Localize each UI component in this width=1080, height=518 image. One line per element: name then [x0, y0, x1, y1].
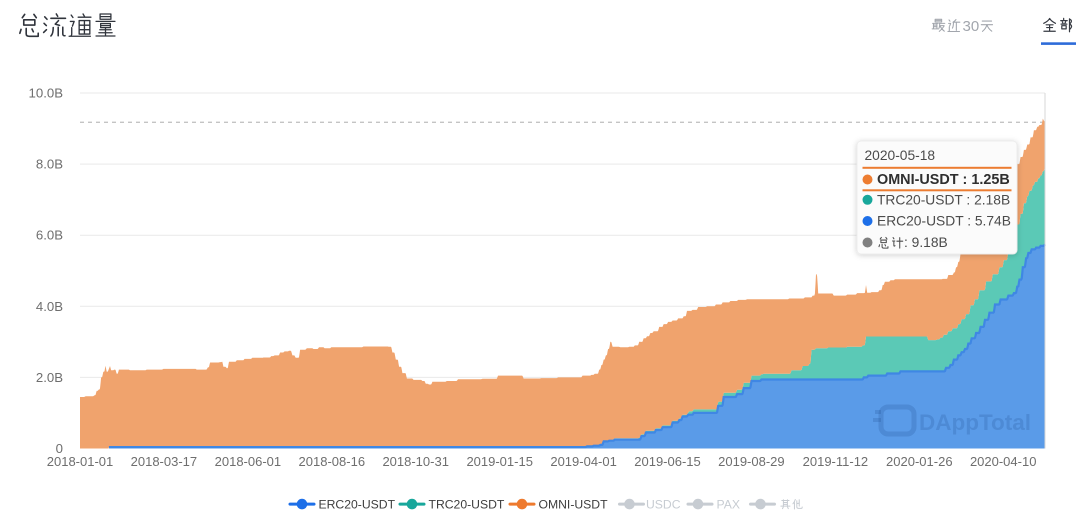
svg-text:2018-06-01: 2018-06-01 — [215, 454, 282, 469]
svg-text:2018-01-01: 2018-01-01 — [47, 454, 114, 469]
svg-text:ERC20-USDT : 5.74B: ERC20-USDT : 5.74B — [877, 214, 1011, 229]
svg-text:2018-08-16: 2018-08-16 — [299, 454, 366, 469]
svg-text:: 9.18B: : 9.18B — [904, 235, 948, 250]
svg-text:OMNI-USDT: OMNI-USDT — [539, 498, 609, 512]
svg-text:4.0B: 4.0B — [36, 299, 63, 314]
svg-text:TRC20-USDT : 2.18B: TRC20-USDT : 2.18B — [877, 192, 1010, 207]
svg-text:2.0B: 2.0B — [36, 370, 63, 385]
svg-text:2018-10-31: 2018-10-31 — [382, 454, 449, 469]
svg-text:2019-06-15: 2019-06-15 — [634, 454, 701, 469]
svg-text:2019-01-15: 2019-01-15 — [466, 454, 533, 469]
svg-text:2020-05-18: 2020-05-18 — [865, 148, 936, 163]
svg-text:OMNI-USDT : 1.25B: OMNI-USDT : 1.25B — [877, 172, 1010, 188]
svg-text:6.0B: 6.0B — [36, 228, 63, 243]
svg-text:10.0B: 10.0B — [29, 86, 64, 101]
svg-text:PAX: PAX — [717, 498, 740, 512]
svg-text:USDC: USDC — [646, 498, 681, 512]
svg-text:8.0B: 8.0B — [36, 157, 63, 172]
svg-text:2019-08-29: 2019-08-29 — [718, 454, 785, 469]
svg-text:2020-01-26: 2020-01-26 — [886, 454, 953, 469]
svg-text:2019-04-01: 2019-04-01 — [550, 454, 617, 469]
svg-text:30: 30 — [963, 18, 980, 35]
svg-text:DAppTotal: DAppTotal — [919, 410, 1031, 435]
svg-text:0: 0 — [56, 441, 63, 456]
svg-text:2020-04-10: 2020-04-10 — [970, 454, 1037, 469]
svg-text:2019-11-12: 2019-11-12 — [803, 454, 869, 469]
svg-text:TRC20-USDT: TRC20-USDT — [429, 498, 505, 512]
svg-text:ERC20-USDT: ERC20-USDT — [319, 498, 396, 512]
svg-text:2018-03-17: 2018-03-17 — [131, 454, 198, 469]
